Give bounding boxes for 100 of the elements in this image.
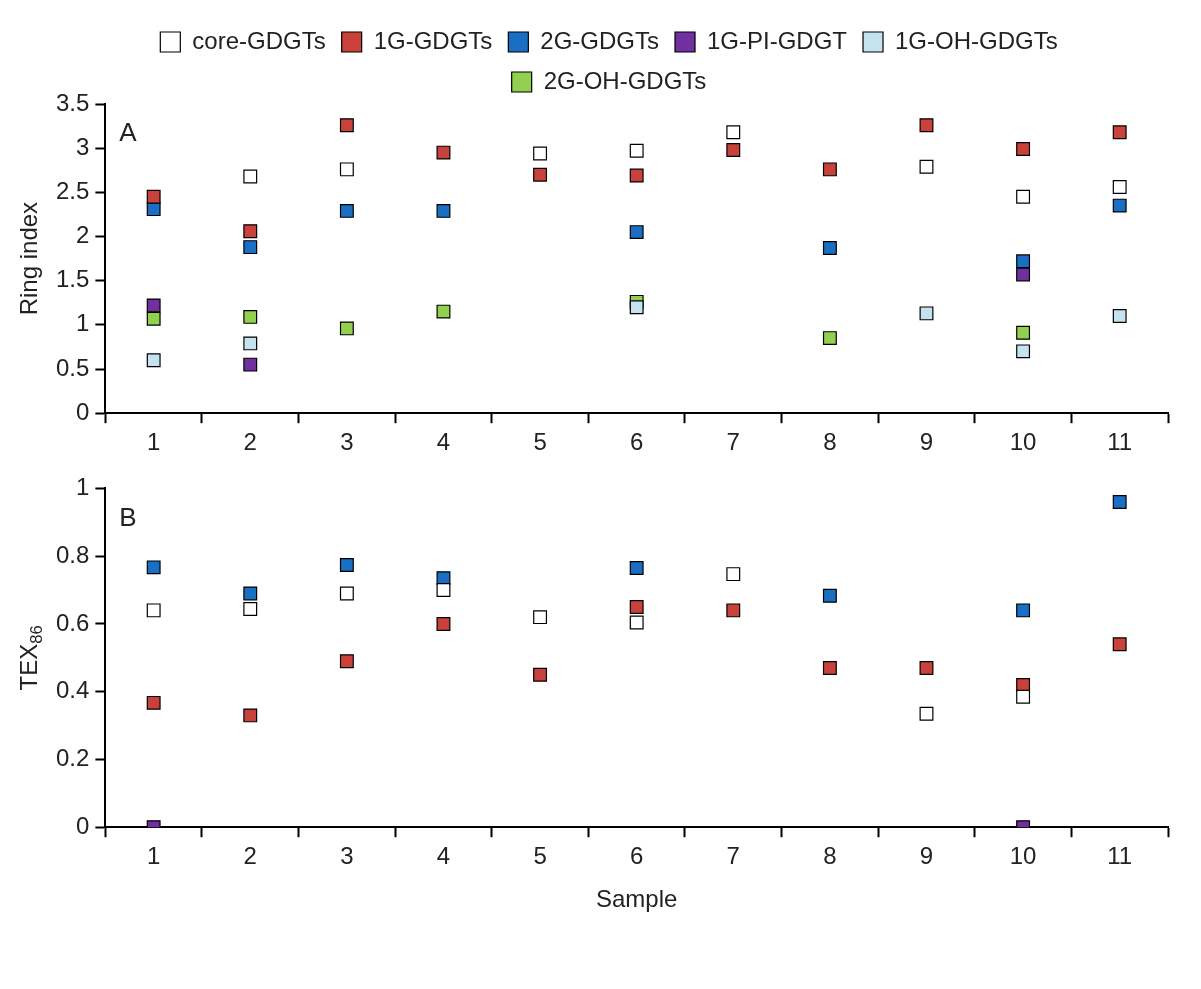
x-tick-label: 7 [726,842,740,870]
legend-label: 2G-OH-GDGTs [543,66,707,94]
point [629,561,644,575]
point [919,118,934,133]
point [629,225,644,240]
point [243,336,258,351]
point [243,169,258,184]
point [919,706,934,721]
point [146,353,161,368]
point [629,168,644,183]
point [1016,142,1031,157]
annotation: A [119,117,138,148]
x-axis-title: Sample [595,884,678,912]
y-tick-label: 3 [76,132,90,160]
x-tick-label: 11 [1107,842,1133,870]
point [822,331,837,346]
legend-label: core-GDGTs [192,26,326,54]
y-tick-label: 0 [76,397,90,425]
point [1016,344,1031,359]
point [243,708,258,723]
point [436,616,451,631]
point [1112,180,1127,195]
point [243,357,258,372]
x-tick-label: 2 [243,428,257,456]
point [629,615,644,630]
x-tick-label: 10 [1009,428,1037,456]
point [1016,189,1031,204]
x-tick-label: 9 [919,842,934,870]
y-tick-label: 3.5 [55,88,90,116]
point [822,241,837,255]
x-tick-label: 8 [823,428,837,456]
point [339,162,354,177]
point [146,695,161,710]
point [146,560,161,575]
y-tick-label: 0 [76,811,90,839]
point [533,146,548,161]
point [1016,325,1031,340]
point [919,661,934,675]
annotation: B [119,501,137,532]
x-tick-label: 6 [630,842,644,870]
point [822,661,837,675]
point [919,306,934,321]
point [339,203,354,218]
point [339,586,354,601]
point [822,588,837,603]
x-tick-label: 4 [436,842,451,870]
point [436,304,451,319]
point [629,300,644,315]
legend-label: 1G-OH-GDGTs [895,26,1058,54]
legend-label: 1G-GDGTs [373,26,493,54]
y-tick-label: 0.8 [55,540,90,568]
y-tick-label: 2.5 [55,176,90,204]
x-tick-label: 6 [630,428,644,456]
y-tick-label: 0.5 [55,353,90,381]
x-tick-label: 11 [1107,428,1133,456]
point [629,600,644,614]
point [146,189,161,204]
point [146,298,161,313]
point [533,167,548,182]
point [726,567,741,582]
point [243,602,258,616]
point [1112,309,1127,323]
x-tick-label: 5 [533,428,547,456]
x-tick-label: 3 [340,842,354,870]
point [1112,125,1127,140]
x-tick-label: 9 [919,428,934,456]
y-tick-label: 0.6 [55,608,90,636]
point [146,603,161,618]
x-tick-label: 10 [1009,842,1037,870]
y-tick-label: 2 [76,221,90,249]
y-tick-label: 0.4 [55,676,90,704]
y-tick-label: 0.2 [55,744,90,772]
point [1016,689,1031,704]
point [629,143,644,158]
point [339,654,354,669]
point [1112,494,1127,509]
point [146,311,161,326]
point [1016,603,1031,618]
point [436,145,451,160]
y-axis-title: Ring index [14,201,42,316]
point [243,586,258,601]
point [822,162,837,177]
point [339,118,354,133]
x-tick-label: 2 [243,842,257,870]
y-tick-label: 1 [76,309,90,337]
x-tick-label: 4 [436,428,451,456]
point [1016,267,1031,282]
point [339,321,354,336]
point [919,159,934,174]
y-tick-label: 1.5 [55,265,90,293]
point [533,610,548,625]
x-tick-label: 5 [533,842,547,870]
point [1112,637,1127,652]
y-axis-title: TEX86 [14,625,46,691]
point [726,142,741,157]
point [1112,198,1127,213]
x-tick-label: 1 [146,428,161,456]
point [243,309,258,324]
x-tick-label: 1 [146,842,161,870]
x-tick-label: 3 [340,428,354,456]
